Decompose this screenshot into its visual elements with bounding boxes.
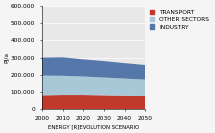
Legend: TRANSPORT, OTHER SECTORS, INDUSTRY: TRANSPORT, OTHER SECTORS, INDUSTRY — [149, 9, 210, 31]
Y-axis label: PJ/a: PJ/a — [4, 52, 9, 63]
X-axis label: ENERGY [R]EVOLUTION SCENARIO: ENERGY [R]EVOLUTION SCENARIO — [48, 124, 139, 129]
